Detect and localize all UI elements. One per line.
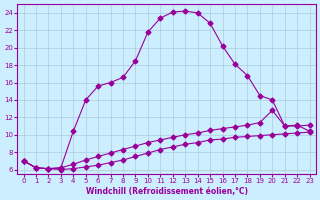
X-axis label: Windchill (Refroidissement éolien,°C): Windchill (Refroidissement éolien,°C) — [85, 187, 248, 196]
